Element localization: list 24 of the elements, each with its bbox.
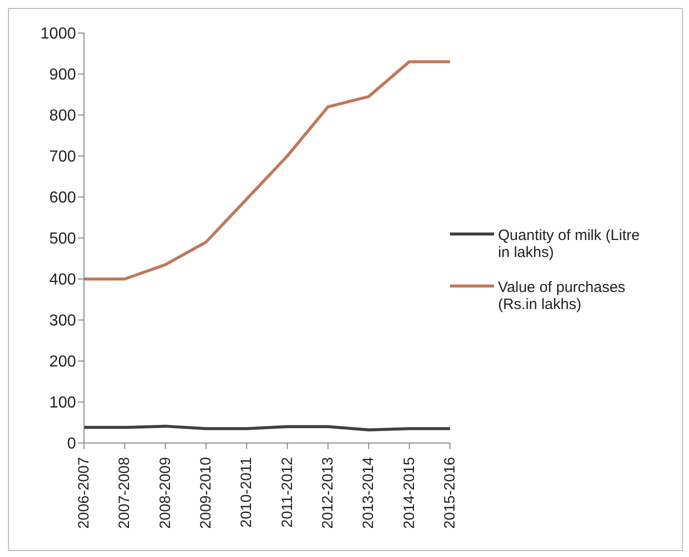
y-tick-label: 300 bbox=[49, 312, 76, 330]
y-tick-label: 200 bbox=[49, 354, 76, 371]
x-tick-label: 2013-2014 bbox=[360, 457, 378, 529]
legend-label: Value of purchases (Rs.in lakhs) bbox=[498, 278, 626, 312]
x-tick-label: 2009-2010 bbox=[198, 457, 214, 529]
x-tick-label: 2007-2008 bbox=[116, 457, 134, 529]
x-tick-label: 2012-2013 bbox=[320, 457, 336, 529]
y-tick-label: 500 bbox=[49, 230, 76, 248]
x-tick-label: 2008-2009 bbox=[156, 457, 174, 529]
y-tick-label: 400 bbox=[49, 272, 76, 289]
y-tick-label: 600 bbox=[49, 190, 76, 207]
y-tick-label: 800 bbox=[49, 108, 76, 125]
legend-label: Quantity of milk (Litre in lakhs) bbox=[498, 226, 641, 260]
x-tick-label: 2006-2007 bbox=[76, 457, 92, 529]
y-tick-label: 900 bbox=[49, 66, 76, 84]
line-series bbox=[82, 60, 452, 280]
x-tick-label: 2011-2012 bbox=[278, 457, 296, 528]
y-tick-label: 700 bbox=[49, 148, 76, 166]
y-tick-label: 1000 bbox=[40, 26, 76, 43]
x-tick-label: 2015-2016 bbox=[442, 457, 458, 529]
x-tick-label: 2014-2015 bbox=[400, 457, 418, 529]
x-tick-label: 2010-2011 bbox=[238, 457, 256, 528]
y-tick-label: 100 bbox=[49, 394, 76, 412]
y-tick-label: 0 bbox=[67, 436, 76, 453]
